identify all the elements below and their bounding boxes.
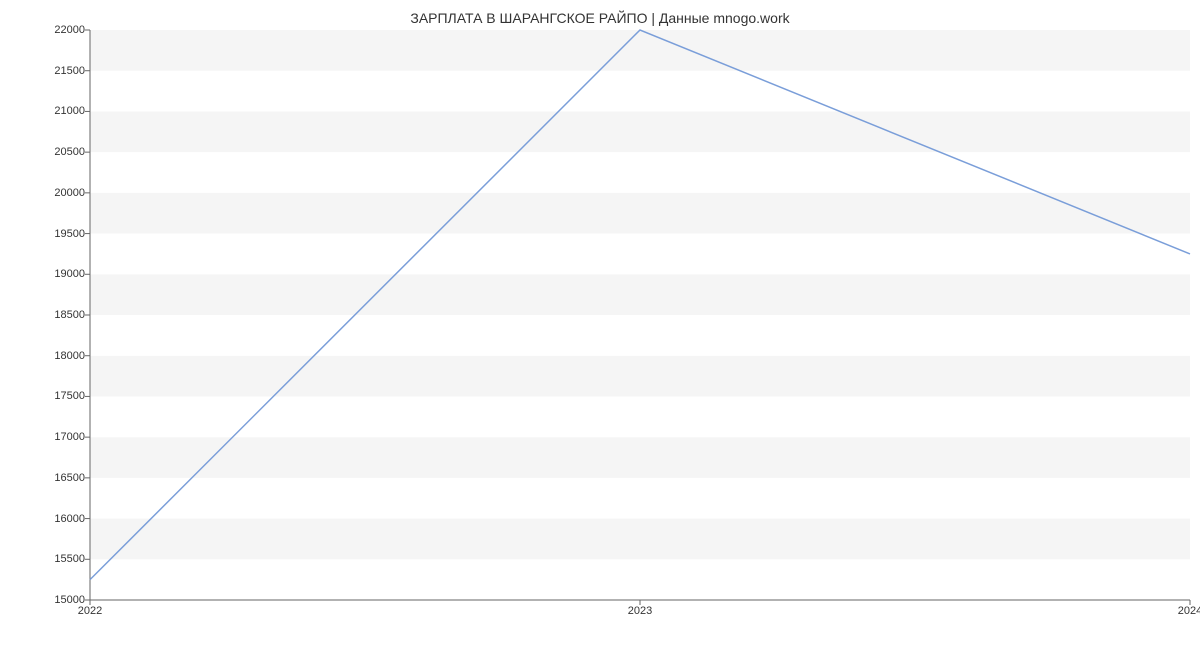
y-tick-label: 20000 <box>35 187 85 199</box>
y-tick-label: 17000 <box>35 431 85 443</box>
y-tick-label: 19500 <box>35 228 85 240</box>
x-tick-label: 2024 <box>1178 605 1200 617</box>
y-tick-label: 21000 <box>35 105 85 117</box>
y-tick-label: 18000 <box>35 350 85 362</box>
y-tick-label: 22000 <box>35 24 85 36</box>
y-tick-label: 16000 <box>35 513 85 525</box>
y-tick-label: 15500 <box>35 553 85 565</box>
y-tick-label: 18500 <box>35 309 85 321</box>
x-tick-label: 2023 <box>628 605 652 617</box>
x-tick-label: 2022 <box>78 605 102 617</box>
chart-container: ЗАРПЛАТА В ШАРАНГСКОЕ РАЙПО | Данные mno… <box>0 0 1200 650</box>
y-tick-label: 16500 <box>35 472 85 484</box>
chart-svg <box>0 0 1200 650</box>
y-tick-label: 20500 <box>35 146 85 158</box>
y-tick-label: 17500 <box>35 390 85 402</box>
y-tick-label: 21500 <box>35 65 85 77</box>
y-tick-label: 19000 <box>35 268 85 280</box>
